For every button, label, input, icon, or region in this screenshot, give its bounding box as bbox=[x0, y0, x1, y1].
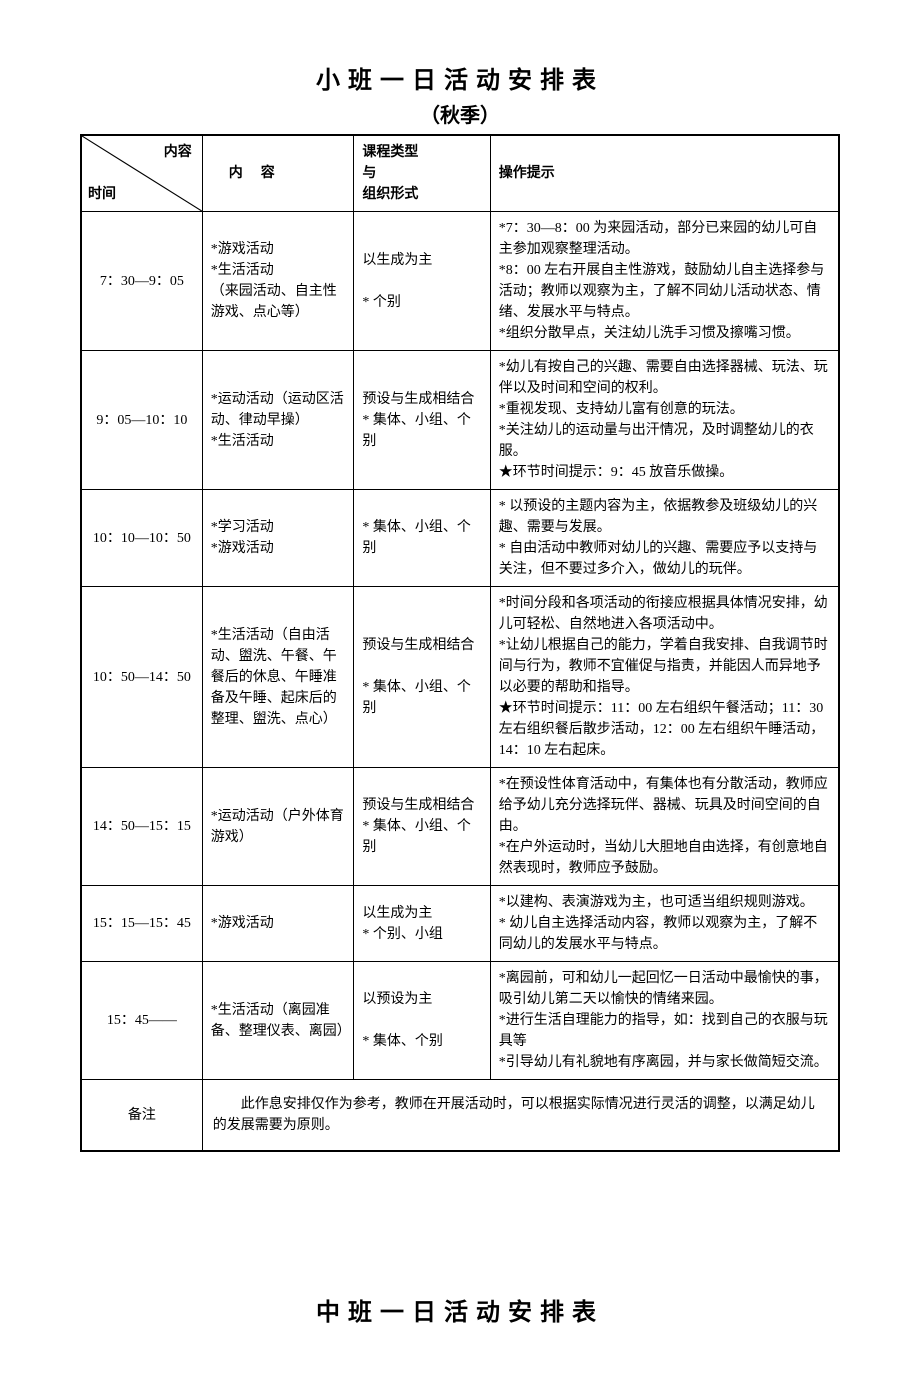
table-row: 9：05—10：10*运动活动（运动区活动、律动早操） *生活活动预设与生成相结… bbox=[81, 351, 839, 490]
header-tips: 操作提示 bbox=[490, 135, 839, 212]
cell-tips: *时间分段和各项活动的衔接应根据具体情况安排，幼儿可轻松、自然地进入各项活动中。… bbox=[490, 587, 839, 768]
cell-tips: *离园前，可和幼儿一起回忆一日活动中最愉快的事，吸引幼儿第二天以愉快的情绪来园。… bbox=[490, 962, 839, 1080]
cell-time: 15：15—15：45 bbox=[81, 886, 202, 962]
cell-tips: *幼儿有按自己的兴趣、需要自由选择器械、玩法、玩伴以及时间和空间的权利。 *重视… bbox=[490, 351, 839, 490]
header-time-content-diagonal: 内容 时间 bbox=[81, 135, 202, 212]
header-content-text: 内容 bbox=[211, 166, 293, 181]
cell-time: 9：05—10：10 bbox=[81, 351, 202, 490]
cell-type: 以生成为主 * 个别 bbox=[354, 212, 490, 351]
header-type: 课程类型 与 组织形式 bbox=[354, 135, 490, 212]
cell-type: 以生成为主 * 个别、小组 bbox=[354, 886, 490, 962]
table-row: 15：45——*生活活动（离园准备、整理仪表、离园）以预设为主 * 集体、个别*… bbox=[81, 962, 839, 1080]
header-diag-bottom: 时间 bbox=[88, 184, 116, 205]
page-title: 小班一日活动安排表 bbox=[80, 60, 840, 95]
table-header-row: 内容 时间 内容 课程类型 与 组织形式 操作提示 bbox=[81, 135, 839, 212]
table-row: 7：30—9：05*游戏活动 *生活活动 （来园活动、自主性游戏、点心等）以生成… bbox=[81, 212, 839, 351]
cell-content: *生活活动（离园准备、整理仪表、离园） bbox=[202, 962, 354, 1080]
cell-content: *生活活动（自由活动、盥洗、午餐、午餐后的休息、午睡准备及午睡、起床后的整理、盥… bbox=[202, 587, 354, 768]
header-type-line1: 课程类型 bbox=[362, 145, 418, 160]
cell-type: 预设与生成相结合 * 集体、小组、个别 bbox=[354, 587, 490, 768]
table-row: 14：50—15：15*运动活动（户外体育游戏）预设与生成相结合 * 集体、小组… bbox=[81, 768, 839, 886]
header-type-line3: 组织形式 bbox=[362, 187, 418, 202]
cell-content: *游戏活动 bbox=[202, 886, 354, 962]
note-label: 备注 bbox=[81, 1080, 202, 1152]
note-text: 此作息安排仅作为参考，教师在开展活动时，可以根据实际情况进行灵活的调整，以满足幼… bbox=[202, 1080, 839, 1152]
cell-content: *运动活动（运动区活动、律动早操） *生活活动 bbox=[202, 351, 354, 490]
header-type-line2: 与 bbox=[362, 166, 376, 181]
cell-tips: *以建构、表演游戏为主，也可适当组织规则游戏。 * 幼儿自主选择活动内容，教师以… bbox=[490, 886, 839, 962]
cell-type: 预设与生成相结合 * 集体、小组、个别 bbox=[354, 351, 490, 490]
cell-time: 7：30—9：05 bbox=[81, 212, 202, 351]
cell-time: 10：50—14：50 bbox=[81, 587, 202, 768]
page-subtitle: （秋季） bbox=[80, 99, 840, 128]
cell-content: *游戏活动 *生活活动 （来园活动、自主性游戏、点心等） bbox=[202, 212, 354, 351]
note-row: 备注 此作息安排仅作为参考，教师在开展活动时，可以根据实际情况进行灵活的调整，以… bbox=[81, 1080, 839, 1152]
cell-time: 10：10—10：50 bbox=[81, 490, 202, 587]
second-title: 中班一日活动安排表 bbox=[80, 1292, 840, 1327]
cell-type: 预设与生成相结合 * 集体、小组、个别 bbox=[354, 768, 490, 886]
header-content: 内容 bbox=[202, 135, 354, 212]
table-row: 15：15—15：45*游戏活动以生成为主 * 个别、小组*以建构、表演游戏为主… bbox=[81, 886, 839, 962]
cell-tips: * 以预设的主题内容为主，依据教参及班级幼儿的兴趣、需要与发展。 * 自由活动中… bbox=[490, 490, 839, 587]
schedule-table: 内容 时间 内容 课程类型 与 组织形式 操作提示 7：30—9：05*游戏活动… bbox=[80, 134, 840, 1152]
cell-content: *运动活动（户外体育游戏） bbox=[202, 768, 354, 886]
cell-tips: *7：30—8：00 为来园活动，部分已来园的幼儿可自主参加观察整理活动。 *8… bbox=[490, 212, 839, 351]
cell-content: *学习活动 *游戏活动 bbox=[202, 490, 354, 587]
header-diag-top: 内容 bbox=[164, 142, 192, 163]
cell-type: * 集体、小组、个别 bbox=[354, 490, 490, 587]
cell-tips: *在预设性体育活动中，有集体也有分散活动，教师应给予幼儿充分选择玩伴、器械、玩具… bbox=[490, 768, 839, 886]
cell-time: 14：50—15：15 bbox=[81, 768, 202, 886]
cell-type: 以预设为主 * 集体、个别 bbox=[354, 962, 490, 1080]
table-row: 10：50—14：50*生活活动（自由活动、盥洗、午餐、午餐后的休息、午睡准备及… bbox=[81, 587, 839, 768]
cell-time: 15：45—— bbox=[81, 962, 202, 1080]
table-row: 10：10—10：50*学习活动 *游戏活动* 集体、小组、个别* 以预设的主题… bbox=[81, 490, 839, 587]
